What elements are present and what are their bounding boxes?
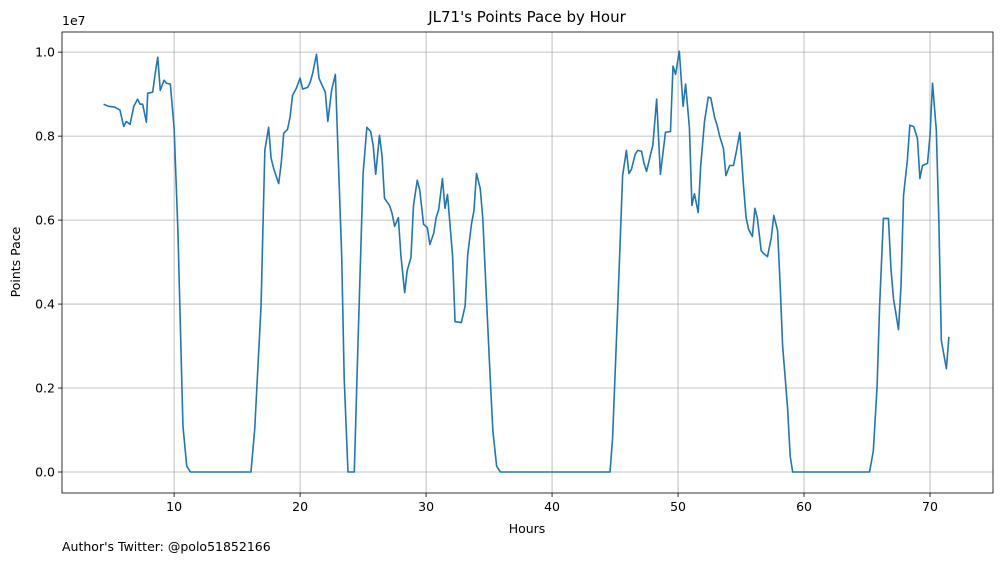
- x-tick-label: 60: [796, 499, 812, 514]
- y-tick-label: 0.4: [35, 297, 55, 312]
- y-tick-label: 0.0: [35, 465, 55, 480]
- x-tick-label: 30: [418, 499, 434, 514]
- y-offset-label: 1e7: [62, 13, 86, 28]
- y-axis-label: Points Pace: [8, 226, 23, 297]
- y-tick-label: 0.6: [35, 213, 55, 228]
- x-tick-label: 20: [292, 499, 308, 514]
- y-tick-label: 1.0: [35, 45, 55, 60]
- data-line: [103, 50, 950, 473]
- y-tick-label: 0.8: [35, 129, 55, 144]
- x-tick-label: 70: [922, 499, 938, 514]
- x-tick-label: 50: [670, 499, 686, 514]
- x-tick-label: 40: [544, 499, 560, 514]
- x-axis-label: Hours: [509, 521, 546, 536]
- chart-title: JL71's Points Pace by Hour: [427, 8, 626, 26]
- x-tick-label: 10: [166, 499, 182, 514]
- footer: Author's Twitter: @polo51852166: [62, 539, 271, 554]
- y-tick-label: 0.2: [35, 381, 55, 396]
- plot-frame: [61, 31, 994, 494]
